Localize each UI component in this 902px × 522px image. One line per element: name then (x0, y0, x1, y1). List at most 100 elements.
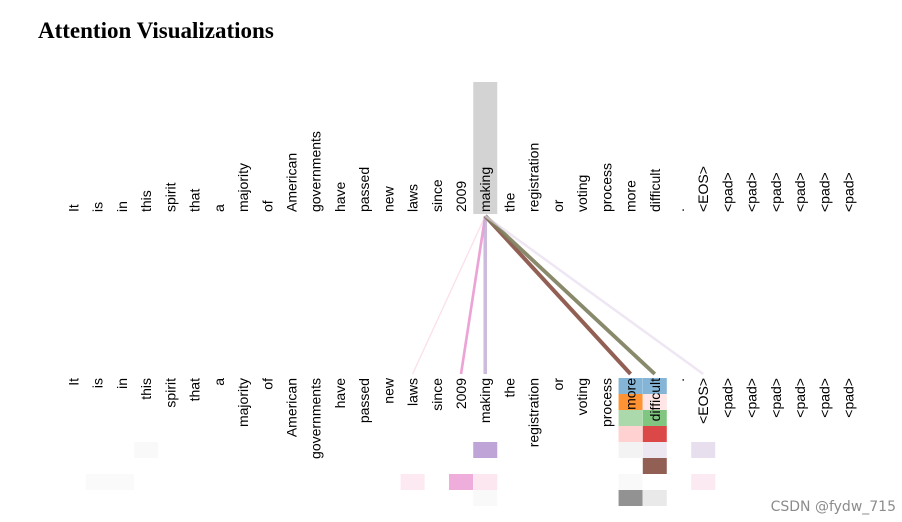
token-source[interactable]: of (259, 200, 275, 212)
attention-cell (473, 490, 498, 506)
attention-cell (473, 474, 498, 490)
attention-cell (618, 490, 643, 506)
token-source[interactable]: <pad> (816, 172, 832, 212)
attention-cell (618, 426, 643, 442)
token-target[interactable]: governments (308, 378, 324, 459)
attention-cell (642, 426, 667, 442)
attention-cell (642, 394, 667, 410)
token-source[interactable]: spirit (162, 182, 178, 212)
attention-cell (449, 474, 474, 490)
token-target[interactable]: difficult (647, 378, 663, 421)
token-source[interactable]: voting (574, 175, 590, 212)
attention-cell (400, 474, 425, 490)
token-target[interactable]: It (66, 378, 82, 386)
token-source[interactable]: <pad> (744, 172, 760, 212)
token-source[interactable]: making (477, 167, 493, 212)
attention-line (483, 214, 633, 376)
token-target[interactable]: the (501, 378, 517, 398)
token-source[interactable]: 2009 (453, 181, 469, 212)
token-target[interactable]: more (623, 378, 639, 410)
attention-line (483, 214, 657, 376)
token-source[interactable]: It (66, 204, 82, 212)
token-target[interactable]: American (283, 378, 299, 437)
attention-cell (85, 474, 110, 490)
attention-line (411, 215, 486, 375)
attention-cell (618, 410, 643, 426)
token-target[interactable]: <pad> (744, 378, 760, 418)
attention-cell (618, 378, 643, 394)
page-title: Attention Visualizations (38, 18, 274, 43)
token-source[interactable]: this (138, 190, 154, 212)
token-source[interactable]: since (429, 179, 445, 212)
attention-cells (85, 378, 716, 506)
token-source[interactable]: the (501, 192, 517, 212)
attention-line (484, 214, 704, 376)
attention-cell (691, 442, 716, 458)
attention-cell (642, 490, 667, 506)
token-source[interactable]: governments (308, 131, 324, 212)
token-source[interactable]: <pad> (841, 172, 857, 212)
token-target[interactable]: . (671, 378, 687, 382)
token-target[interactable]: this (138, 378, 154, 400)
token-source[interactable]: . (671, 208, 687, 212)
attention-line (459, 215, 487, 375)
token-source[interactable]: <pad> (719, 172, 735, 212)
attention-cell (642, 458, 667, 474)
token-target[interactable]: voting (574, 378, 590, 415)
token-target[interactable]: making (477, 378, 493, 423)
attention-lines (411, 214, 704, 376)
token-target[interactable]: passed (356, 378, 372, 423)
token-source[interactable]: American (283, 153, 299, 212)
token-source[interactable]: new (380, 185, 396, 212)
token-target[interactable]: since (429, 378, 445, 411)
token-target[interactable]: <pad> (768, 378, 784, 418)
token-target[interactable]: majority (235, 378, 251, 427)
token-target[interactable]: registration (526, 378, 542, 447)
token-target[interactable]: in (114, 378, 130, 389)
attention-cell (134, 442, 159, 458)
token-target[interactable]: process (598, 378, 614, 427)
attention-cell (642, 378, 667, 394)
token-source[interactable]: <EOS> (695, 166, 711, 212)
token-target[interactable]: <pad> (792, 378, 808, 418)
token-source[interactable]: registration (526, 143, 542, 212)
token-target[interactable]: laws (405, 378, 421, 406)
watermark: CSDN @fydw_715 (770, 499, 896, 515)
token-source[interactable]: a (211, 204, 227, 212)
token-source[interactable]: laws (405, 184, 421, 212)
token-target[interactable]: a (211, 378, 227, 386)
attention-cell (473, 442, 498, 458)
token-target[interactable]: is (90, 378, 106, 388)
target-token-row: It is in this spirit that a majority of American g… (66, 377, 857, 459)
token-source[interactable]: in (114, 201, 130, 212)
token-source[interactable]: difficult (647, 169, 663, 212)
token-source[interactable]: <pad> (792, 172, 808, 212)
token-target[interactable]: <EOS> (695, 378, 711, 424)
attention-cell (618, 394, 643, 410)
token-target[interactable]: 2009 (453, 378, 469, 409)
token-source[interactable]: majority (235, 163, 251, 212)
attention-cell (109, 474, 134, 490)
token-source[interactable]: or (550, 199, 566, 212)
token-source[interactable]: process (598, 163, 614, 212)
token-target[interactable]: <pad> (841, 378, 857, 418)
token-source[interactable]: passed (356, 167, 372, 212)
token-target[interactable]: spirit (162, 378, 178, 408)
token-target[interactable]: <pad> (816, 378, 832, 418)
token-target[interactable]: that (187, 378, 203, 401)
attention-cell (642, 410, 667, 426)
token-target[interactable]: have (332, 378, 348, 409)
token-source[interactable]: <pad> (768, 172, 784, 212)
token-source[interactable]: that (187, 189, 203, 212)
token-target[interactable]: <pad> (719, 378, 735, 418)
token-target[interactable]: new (380, 377, 396, 404)
token-target[interactable]: or (550, 378, 566, 391)
attention-cell (691, 474, 716, 490)
selected-token-highlight (473, 82, 498, 214)
source-token-row: It is in this spirit that a majority of American g… (66, 131, 857, 212)
token-source[interactable]: more (623, 180, 639, 212)
token-target[interactable]: of (259, 378, 275, 390)
token-source[interactable]: is (90, 202, 106, 212)
token-source[interactable]: have (332, 181, 348, 212)
